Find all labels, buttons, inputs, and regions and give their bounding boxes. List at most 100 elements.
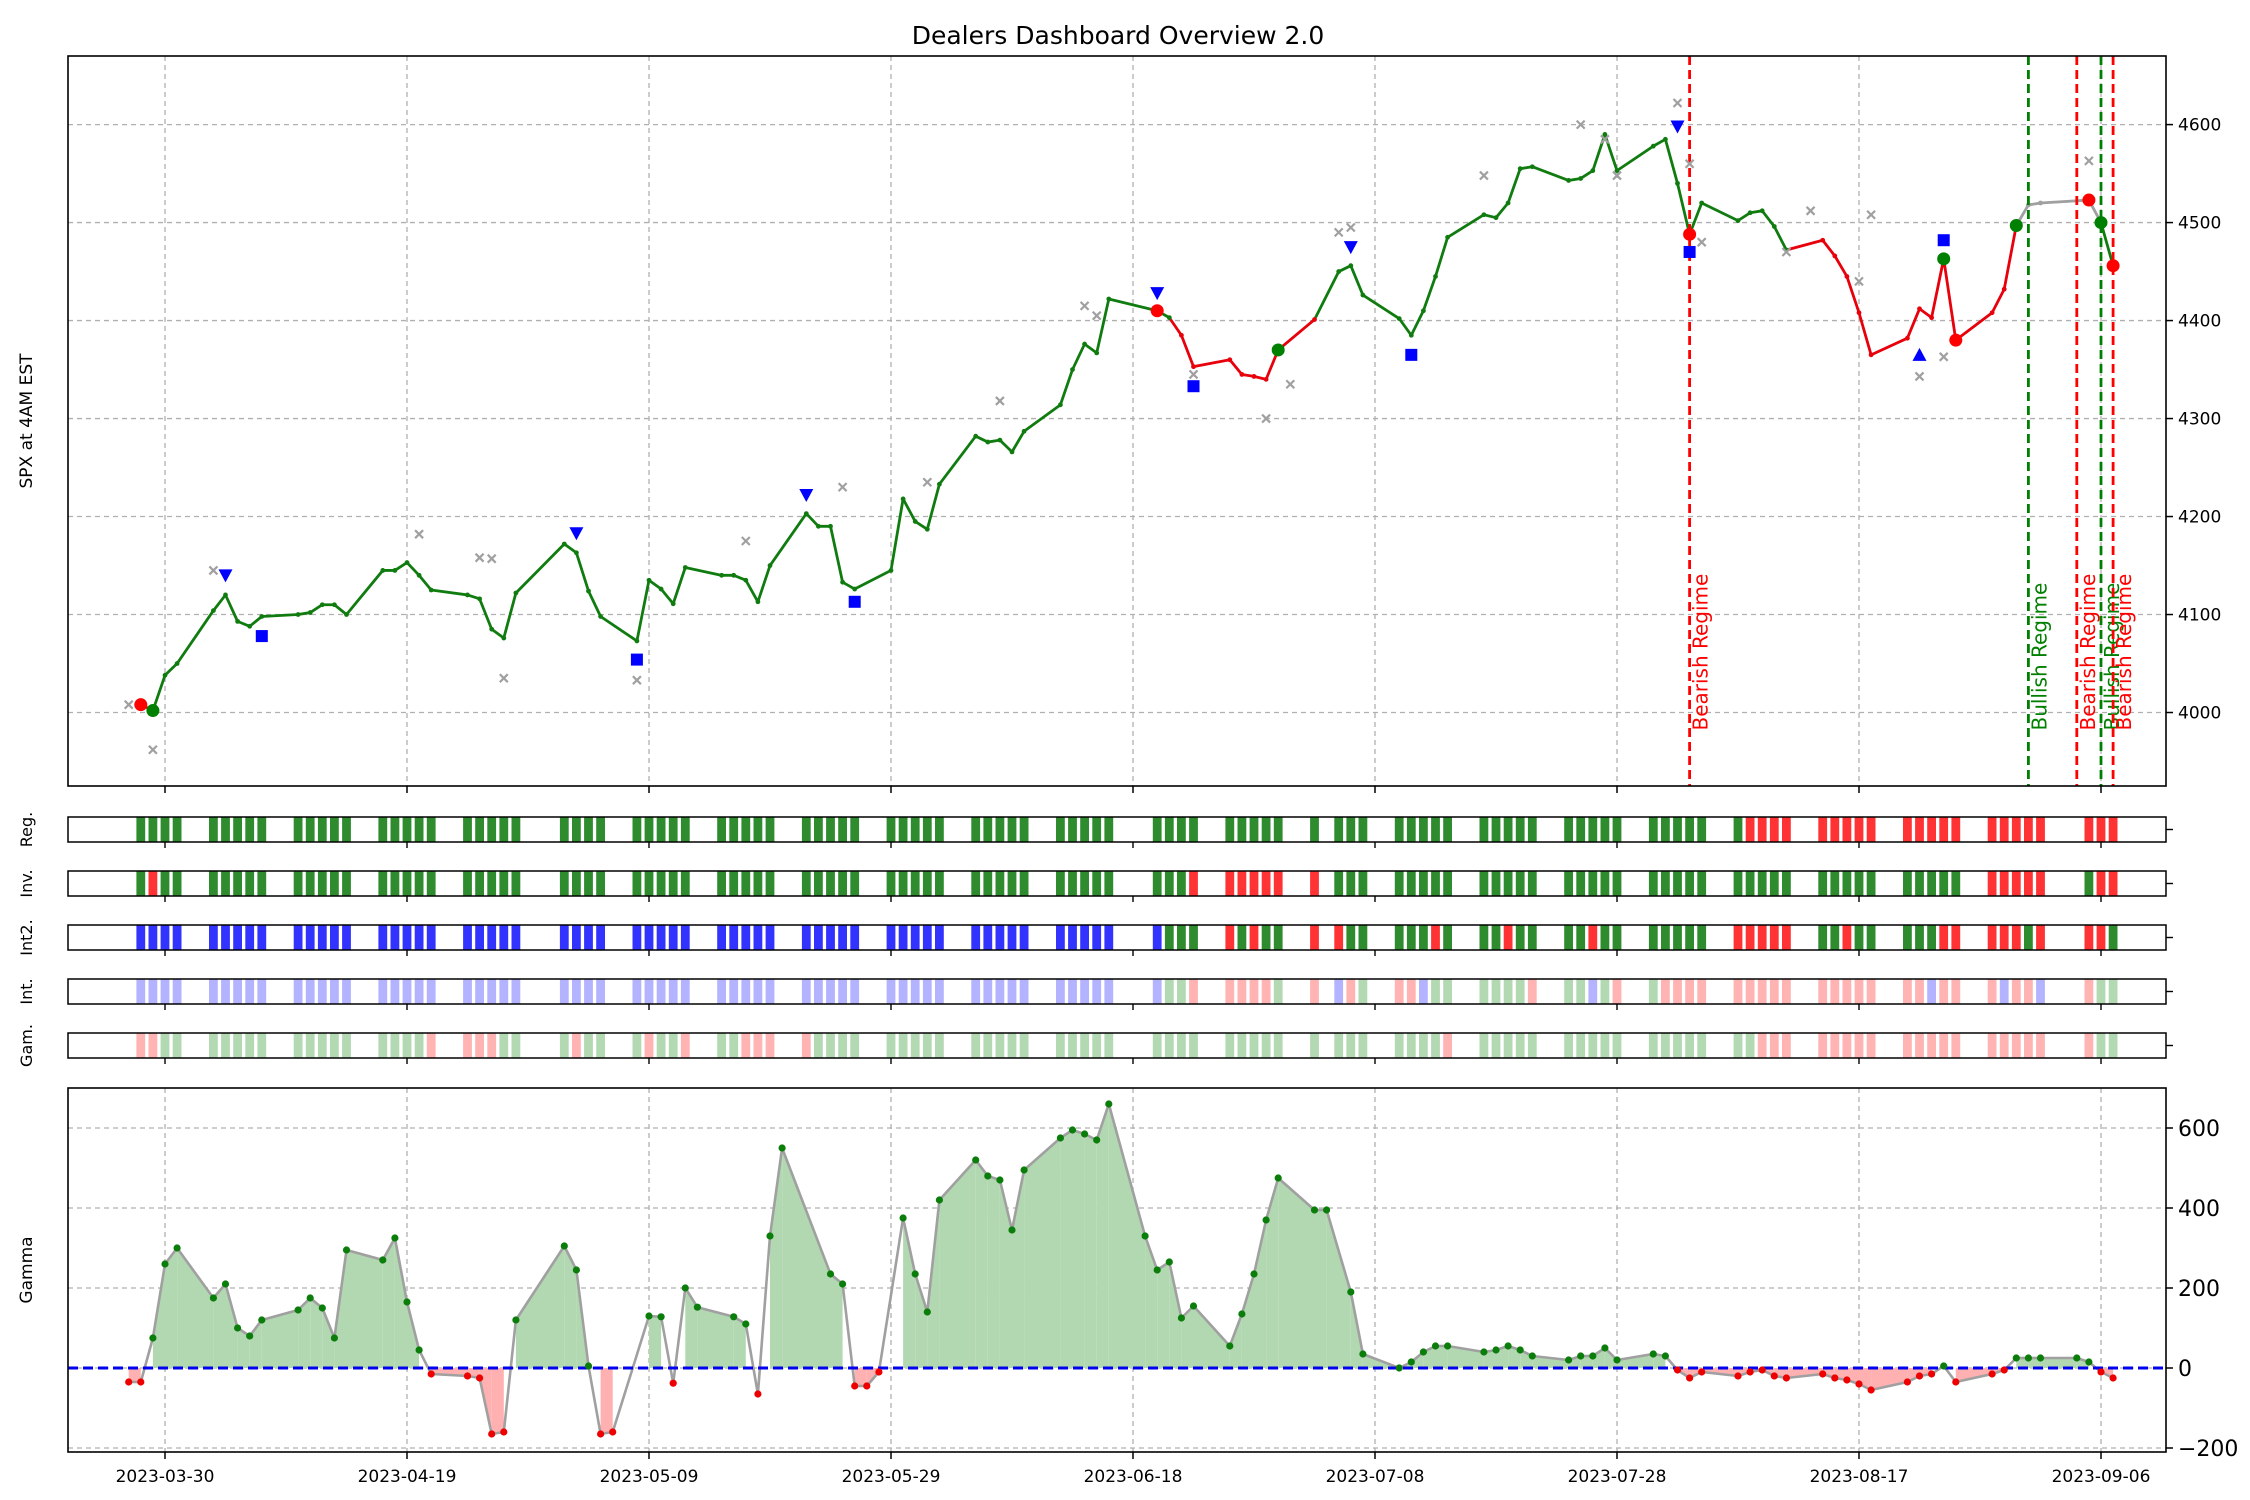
strip-cell <box>1310 817 1319 842</box>
strip-cell <box>935 817 944 842</box>
regime-label: Bullish Regime <box>2027 583 2051 731</box>
strip-cell <box>1419 925 1428 950</box>
strip-cell <box>801 979 811 1004</box>
strip-cell <box>1431 871 1440 896</box>
gamma-point <box>681 1284 689 1292</box>
gamma-negative-fill <box>1907 1368 1920 1382</box>
strip-cell <box>801 925 811 950</box>
gamma-point <box>1915 1372 1924 1380</box>
price-line-segment <box>756 564 772 604</box>
gamma-positive-fill <box>2016 1358 2029 1368</box>
price-line-segment <box>913 520 929 531</box>
strip-cell <box>1177 925 1186 950</box>
price-line-segment <box>889 497 905 572</box>
strip-cell <box>390 979 400 1004</box>
gamma-point <box>560 1242 568 1250</box>
strip-cell <box>1564 925 1573 950</box>
gamma-point <box>1903 1378 1911 1386</box>
strip-cell <box>1866 1033 1876 1058</box>
strip-cell <box>1346 925 1356 950</box>
strip-cell <box>1830 925 1840 950</box>
x-marker <box>486 553 497 564</box>
strip-cell <box>1019 979 1029 1004</box>
strip-cell <box>1661 817 1670 842</box>
strip-cell <box>317 1033 327 1058</box>
gamma-positive-fill <box>1254 1220 1267 1368</box>
strip-cell <box>1080 817 1089 842</box>
signal-circle-marker <box>146 704 160 718</box>
strip-cell <box>1503 871 1513 896</box>
strip-cell <box>1987 817 1997 842</box>
price-line-segment <box>1772 225 1788 252</box>
price-line-segment <box>1845 275 1861 315</box>
price-point <box>1856 310 1862 316</box>
strip-cell <box>402 1033 412 1058</box>
gamma-line-segment <box>417 1349 433 1375</box>
price-point <box>416 572 422 578</box>
x-marker <box>148 744 158 755</box>
gamma-point <box>1819 1370 1827 1378</box>
strip-cell <box>1443 817 1452 842</box>
strip-cell <box>1999 871 2009 896</box>
strip-cell <box>1818 979 1828 1004</box>
gamma-point <box>863 1382 871 1390</box>
strip-cell <box>1915 817 1924 842</box>
strip-cell <box>1745 925 1755 950</box>
gamma-line-segment <box>563 1245 578 1271</box>
strip-cell <box>910 979 920 1004</box>
x-marker-stroke <box>1188 369 1199 380</box>
strip-cell <box>910 1033 920 1058</box>
strip-cell <box>1951 1033 1961 1058</box>
gamma-line-segment <box>697 1305 735 1319</box>
price-point <box>1009 449 1015 455</box>
strip-cell <box>209 817 218 842</box>
x-marker <box>123 699 134 710</box>
strip-cell <box>1903 979 1912 1004</box>
gamma-point <box>246 1332 254 1340</box>
price-line-segment <box>635 578 651 643</box>
strip-cell <box>245 1033 255 1058</box>
gamma-point <box>234 1324 242 1332</box>
price-point <box>1771 224 1777 229</box>
strip-cell <box>1842 1033 1852 1058</box>
strip-cell <box>475 979 484 1004</box>
gamma-point <box>318 1304 326 1312</box>
gamma-positive-fill <box>2028 1358 2041 1368</box>
strip-cell <box>680 871 690 896</box>
strip-cell <box>511 1033 521 1058</box>
gamma-point <box>1310 1206 1319 1214</box>
gamma-positive-fill <box>1326 1210 1351 1368</box>
strip-cell <box>487 1033 497 1058</box>
strip-cell <box>1697 1033 1707 1058</box>
gamma-positive-fill <box>1108 1104 1146 1368</box>
strip-cell <box>1249 925 1259 950</box>
strip-cell <box>1951 925 1961 950</box>
strip-cell <box>209 979 218 1004</box>
price-point <box>344 612 349 617</box>
strip-cell <box>1019 817 1029 842</box>
price-point <box>259 614 265 619</box>
strip-cell <box>1080 871 1089 896</box>
gamma-point <box>693 1303 702 1311</box>
strip-cell <box>1334 871 1344 896</box>
price-line-segment <box>502 591 518 640</box>
price-point <box>513 590 519 596</box>
price-line-segment <box>211 593 227 613</box>
gamma-point <box>1686 1374 1694 1382</box>
price-point <box>1021 428 1027 434</box>
strip-cell <box>1358 979 1368 1004</box>
strip-cell <box>245 979 255 1004</box>
strip-cell <box>1661 925 1670 950</box>
strip-cell <box>1515 817 1525 842</box>
price-line-segment <box>1180 333 1195 369</box>
price-point <box>1602 131 1608 137</box>
strip-cell <box>898 871 908 896</box>
price-line-segment <box>514 542 566 595</box>
price-point <box>634 638 640 644</box>
gamma-positive-fill <box>987 1176 1000 1368</box>
strip-cell <box>342 817 351 842</box>
gamma-point <box>1226 1342 1234 1350</box>
strip-cell <box>801 1033 811 1058</box>
strip-cell <box>814 817 823 842</box>
gamma-point <box>161 1260 169 1268</box>
